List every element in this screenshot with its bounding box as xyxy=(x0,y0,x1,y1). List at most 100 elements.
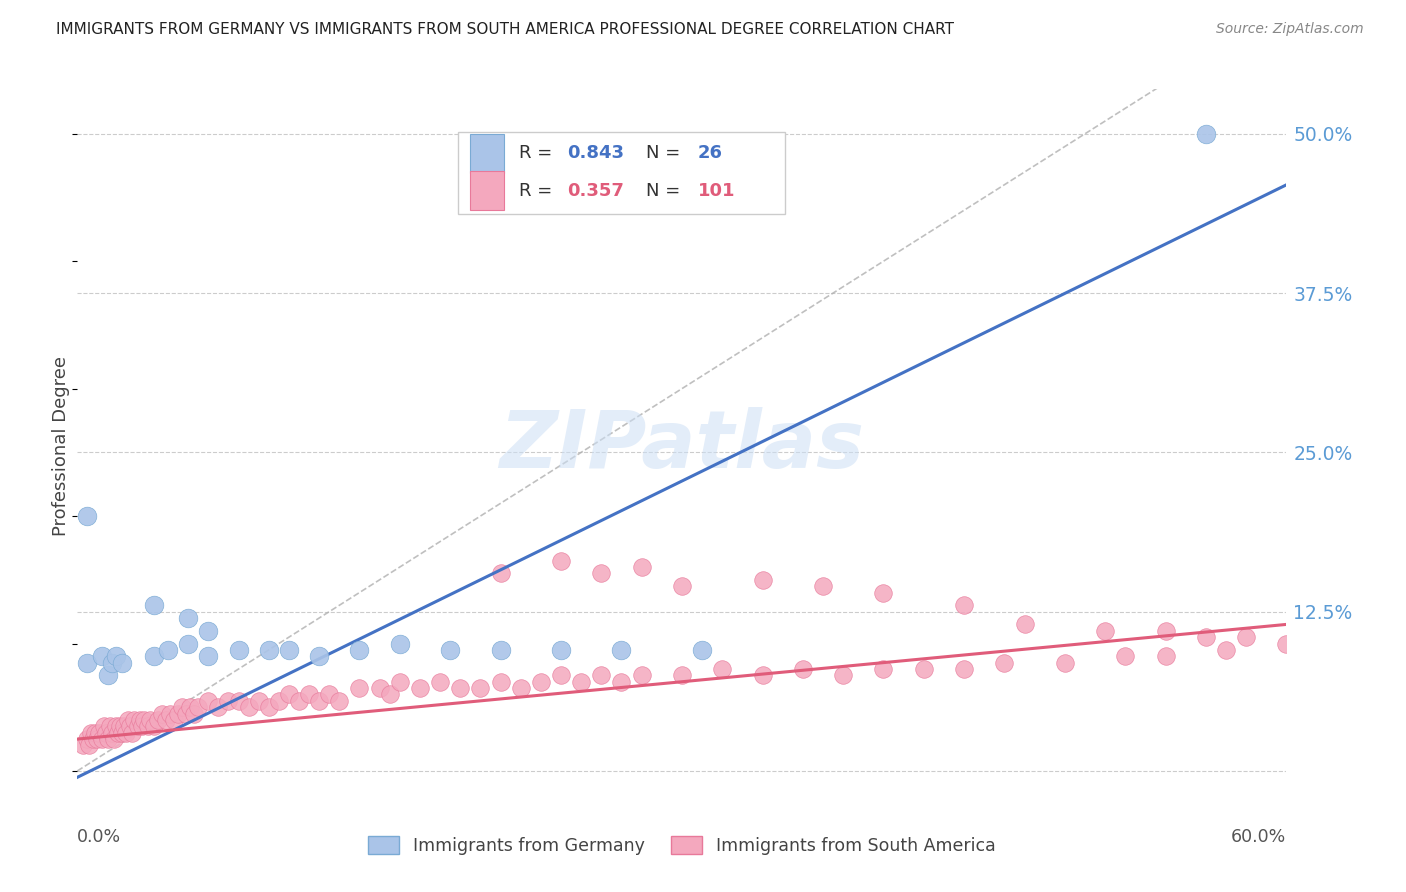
Text: ZIPatlas: ZIPatlas xyxy=(499,407,865,485)
Point xyxy=(100,656,122,670)
Point xyxy=(131,719,153,733)
Text: 0.357: 0.357 xyxy=(567,182,624,200)
Text: 0.843: 0.843 xyxy=(567,145,624,162)
Point xyxy=(96,732,120,747)
Point xyxy=(159,706,181,721)
Point xyxy=(912,662,935,676)
Point xyxy=(94,725,117,739)
Point xyxy=(1154,624,1177,638)
Point xyxy=(267,694,290,708)
Point xyxy=(80,725,103,739)
Point xyxy=(104,649,127,664)
Point xyxy=(257,643,280,657)
Point xyxy=(378,688,401,702)
Point xyxy=(112,719,135,733)
Point xyxy=(792,662,814,676)
Point xyxy=(155,713,177,727)
Point xyxy=(591,668,613,682)
Point xyxy=(278,643,301,657)
Point xyxy=(1195,127,1218,141)
Point xyxy=(550,554,572,568)
Point xyxy=(349,643,371,657)
Text: R =: R = xyxy=(519,182,558,200)
Point xyxy=(993,656,1015,670)
Point xyxy=(157,643,180,657)
Point xyxy=(139,713,162,727)
Point xyxy=(122,713,145,727)
FancyBboxPatch shape xyxy=(458,132,785,214)
Point xyxy=(1114,649,1136,664)
Point xyxy=(93,719,115,733)
Point xyxy=(172,700,194,714)
Point xyxy=(257,700,280,714)
Text: Source: ZipAtlas.com: Source: ZipAtlas.com xyxy=(1216,22,1364,37)
Point xyxy=(489,643,512,657)
Point xyxy=(298,688,321,702)
Point xyxy=(218,694,240,708)
Point xyxy=(104,719,127,733)
Point xyxy=(318,688,340,702)
Text: IMMIGRANTS FROM GERMANY VS IMMIGRANTS FROM SOUTH AMERICA PROFESSIONAL DEGREE COR: IMMIGRANTS FROM GERMANY VS IMMIGRANTS FR… xyxy=(56,22,955,37)
Point xyxy=(569,674,592,689)
Point xyxy=(228,643,250,657)
Point xyxy=(197,694,219,708)
Point xyxy=(167,706,190,721)
Text: 0.0%: 0.0% xyxy=(77,828,121,846)
Point xyxy=(132,713,155,727)
Point xyxy=(183,706,205,721)
Text: 26: 26 xyxy=(697,145,723,162)
Point xyxy=(100,725,122,739)
Point xyxy=(238,700,260,714)
Point xyxy=(89,725,111,739)
Point xyxy=(76,656,98,670)
Text: 101: 101 xyxy=(697,182,735,200)
Point xyxy=(328,694,350,708)
Point xyxy=(142,719,165,733)
Point xyxy=(470,681,492,695)
Point xyxy=(177,636,200,650)
Point xyxy=(388,636,411,650)
Point xyxy=(1275,636,1298,650)
Point xyxy=(872,662,894,676)
Point xyxy=(163,713,186,727)
Point xyxy=(489,566,512,581)
Point xyxy=(429,674,451,689)
Point xyxy=(349,681,371,695)
Point xyxy=(591,566,613,581)
Point xyxy=(197,649,219,664)
Point xyxy=(114,725,136,739)
Point xyxy=(79,739,101,753)
Point xyxy=(690,643,713,657)
Point xyxy=(1154,649,1177,664)
Point xyxy=(1234,630,1257,644)
Point xyxy=(489,674,512,689)
Text: N =: N = xyxy=(645,182,686,200)
Point xyxy=(136,719,159,733)
Point xyxy=(953,662,976,676)
Point xyxy=(1014,617,1036,632)
Point xyxy=(832,668,855,682)
Point xyxy=(142,649,165,664)
Point xyxy=(509,681,531,695)
Point xyxy=(550,643,572,657)
Point xyxy=(1215,643,1237,657)
Point xyxy=(76,732,98,747)
Point xyxy=(671,668,693,682)
Point xyxy=(146,713,169,727)
Point xyxy=(150,706,173,721)
Point xyxy=(142,599,165,613)
Point xyxy=(409,681,432,695)
Point xyxy=(118,719,141,733)
Point xyxy=(111,656,134,670)
Point xyxy=(610,643,633,657)
Point xyxy=(177,611,200,625)
Y-axis label: Professional Degree: Professional Degree xyxy=(52,356,70,536)
Bar xyxy=(471,171,505,211)
Point xyxy=(308,694,330,708)
Point xyxy=(128,713,150,727)
Text: 60.0%: 60.0% xyxy=(1232,828,1286,846)
Point xyxy=(1053,656,1076,670)
Point xyxy=(247,694,270,708)
Point xyxy=(82,732,104,747)
Point xyxy=(187,700,209,714)
